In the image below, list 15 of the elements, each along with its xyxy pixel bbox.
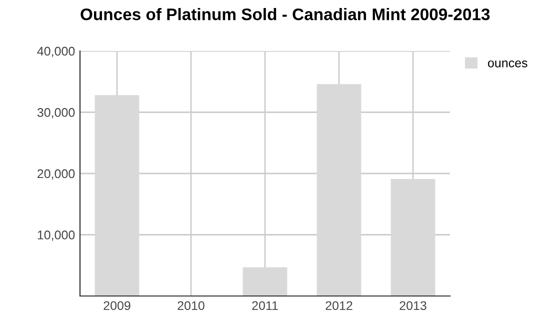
bar: [390, 179, 436, 296]
y-tick-label: 30,000: [37, 108, 75, 118]
x-tick-label: 2012: [326, 301, 352, 310]
y-tick-label: 10,000: [38, 230, 75, 241]
legend-label: ounces: [488, 60, 528, 68]
chart-title: Ounces of Platinum Sold - Canadian Mint 2009-2013: [80, 8, 490, 20]
bar: [242, 267, 288, 296]
x-tick-label: 2009: [104, 301, 130, 310]
bar: [316, 84, 362, 296]
x-tick-label: 2011: [252, 301, 278, 310]
bar: [94, 95, 140, 296]
y-tick-label: 20,000: [38, 169, 75, 180]
y-tick-label: 40,000: [37, 46, 75, 58]
x-tick-label: 2013: [400, 301, 426, 310]
x-tick-label: 2010: [178, 301, 204, 310]
